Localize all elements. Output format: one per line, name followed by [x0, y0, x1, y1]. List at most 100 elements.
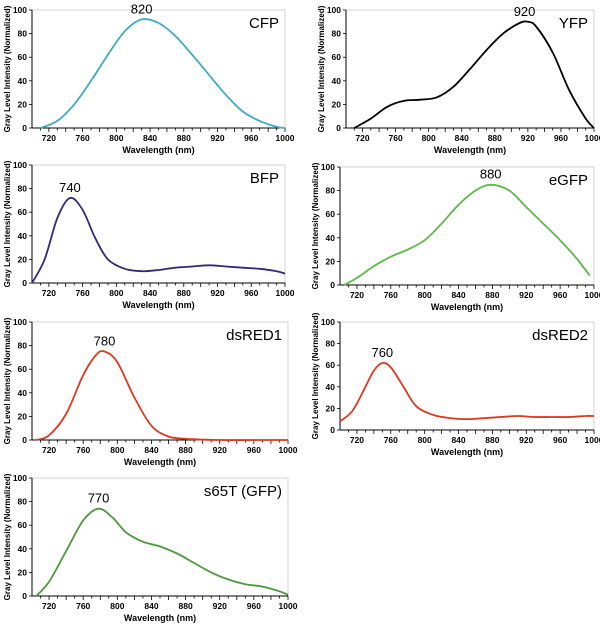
y-tick-label: 40: [326, 233, 336, 243]
x-tick-label: 960: [244, 133, 258, 143]
y-tick-label: 20: [18, 411, 28, 421]
x-tick-label: 1000: [585, 133, 600, 143]
y-tick-label: 100: [13, 317, 27, 327]
x-tick-label: 920: [210, 288, 224, 298]
x-tick-label: 960: [247, 445, 261, 455]
x-tick-label: 920: [521, 133, 535, 143]
x-tick-label: 720: [355, 133, 369, 143]
x-tick-label: 840: [451, 290, 465, 300]
x-tick-label: 800: [110, 601, 124, 611]
y-tick-label: 20: [18, 567, 28, 577]
x-tick-label: 920: [519, 435, 533, 445]
y-tick-label: 40: [18, 231, 28, 241]
chart-panel-5: 720 760 800 840 880 920 960 1000 0 20 40 60 80 100 Wav…: [3, 317, 298, 467]
series-line: [40, 18, 286, 129]
chart-panel-3: 720 760 800 840 880 920 960 1000 0 20 40 60 80 100 Wav…: [3, 160, 295, 310]
x-tick-label: 960: [554, 133, 568, 143]
chart-panel-2: 720 760 800 840 880 920 960 1000 0 20 40 60 80 100 Wav…: [317, 4, 600, 155]
x-tick-label: 760: [76, 288, 90, 298]
y-tick-label: 40: [326, 382, 336, 392]
y-tick-label: 80: [326, 186, 336, 196]
y-tick-label: 20: [332, 99, 342, 109]
y-tick-label: 60: [18, 52, 28, 62]
x-tick-label: 760: [76, 601, 90, 611]
x-tick-label: 840: [144, 445, 158, 455]
x-tick-label: 800: [109, 288, 123, 298]
x-tick-label: 1000: [585, 290, 600, 300]
peak-label: 740: [59, 180, 81, 195]
y-tick-label: 80: [18, 341, 28, 351]
x-axis-title: Wavelength (nm): [122, 145, 194, 155]
series-line: [31, 196, 286, 284]
x-tick-label: 880: [177, 133, 191, 143]
series-line: [343, 183, 591, 286]
y-axis-title: Gray Level Intensity (Normalized): [3, 317, 12, 444]
y-tick-label: 0: [22, 591, 27, 601]
y-tick-label: 100: [327, 5, 341, 15]
y-tick-label: 0: [336, 123, 341, 133]
y-axis-title: Gray Level Intensity (Normalized): [311, 162, 320, 289]
panel-title: dsRED2: [532, 327, 588, 344]
x-tick-label: 1000: [585, 435, 600, 445]
chart-panel-4: 720 760 800 840 880 920 960 1000 0 20 40 60 80 100 Wav…: [311, 162, 600, 312]
peak-label: 920: [514, 4, 536, 19]
x-tick-label: 960: [244, 288, 258, 298]
peak-label: 770: [88, 491, 110, 506]
x-tick-label: 800: [110, 445, 124, 455]
x-axis-title: Wavelength (nm): [124, 613, 196, 623]
x-axis-title: Wavelength (nm): [431, 302, 503, 312]
x-tick-label: 840: [143, 133, 157, 143]
x-tick-label: 960: [553, 435, 567, 445]
series-line: [35, 350, 288, 441]
x-tick-label: 880: [485, 435, 499, 445]
x-tick-label: 720: [350, 435, 364, 445]
x-axis-title: Wavelength (nm): [122, 300, 194, 310]
x-tick-label: 920: [213, 445, 227, 455]
y-tick-label: 40: [18, 388, 28, 398]
x-tick-label: 840: [143, 288, 157, 298]
y-tick-label: 80: [332, 29, 342, 39]
chart-panel-1: 720 760 800 840 880 920 960 1000 0 20 40 60 80 100 Wav…: [3, 1, 295, 155]
x-tick-label: 800: [418, 435, 432, 445]
y-tick-label: 80: [326, 339, 336, 349]
x-axis-title: Wavelength (nm): [434, 145, 506, 155]
y-tick-label: 80: [18, 29, 28, 39]
x-tick-label: 720: [42, 601, 56, 611]
y-tick-label: 0: [22, 435, 27, 445]
x-tick-label: 880: [179, 445, 193, 455]
x-tick-label: 1000: [276, 288, 295, 298]
panel-title: BFP: [250, 170, 279, 187]
y-tick-label: 100: [321, 162, 335, 172]
x-tick-label: 1000: [279, 601, 298, 611]
x-tick-label: 800: [109, 133, 123, 143]
series-line: [353, 20, 595, 129]
y-axis-title: Gray Level Intensity (Normalized): [3, 5, 12, 132]
x-tick-label: 1000: [279, 445, 298, 455]
x-tick-label: 1000: [276, 133, 295, 143]
x-tick-label: 720: [42, 445, 56, 455]
y-tick-label: 100: [321, 317, 335, 327]
panel-title: eGFP: [549, 172, 588, 189]
y-tick-label: 80: [18, 497, 28, 507]
x-tick-label: 760: [76, 133, 90, 143]
panel-title: CFP: [249, 15, 279, 32]
peak-label: 760: [371, 345, 393, 360]
x-tick-label: 920: [519, 290, 533, 300]
x-tick-label: 760: [76, 445, 90, 455]
y-tick-label: 80: [18, 184, 28, 194]
y-tick-label: 20: [326, 403, 336, 413]
panel-title: dsRED1: [226, 327, 282, 344]
peak-label: 880: [480, 167, 502, 182]
y-tick-label: 0: [330, 425, 335, 435]
y-axis-title: Gray Level Intensity (Normalized): [317, 5, 326, 132]
peak-label: 780: [94, 334, 116, 349]
y-tick-label: 60: [326, 209, 336, 219]
y-tick-label: 100: [13, 5, 27, 15]
x-tick-label: 840: [144, 601, 158, 611]
y-tick-label: 100: [13, 160, 27, 170]
x-tick-label: 880: [177, 288, 191, 298]
x-tick-label: 800: [422, 133, 436, 143]
y-axis-title: Gray Level Intensity (Normalized): [3, 160, 12, 287]
y-tick-label: 60: [332, 52, 342, 62]
